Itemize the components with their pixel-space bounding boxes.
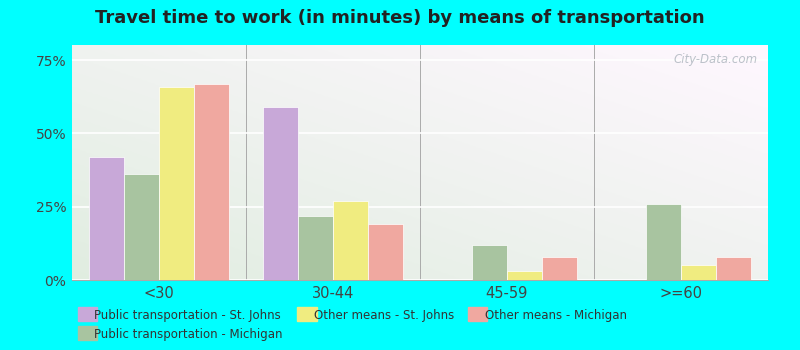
Text: City-Data.com: City-Data.com — [674, 52, 758, 65]
Bar — [333, 201, 368, 280]
Text: Travel time to work (in minutes) by means of transportation: Travel time to work (in minutes) by mean… — [95, 9, 705, 27]
Bar — [507, 271, 542, 280]
Bar — [716, 257, 750, 280]
Bar — [368, 224, 402, 280]
Legend: Public transportation - St. Johns, Public transportation - Michigan, Other means: Public transportation - St. Johns, Publi… — [78, 309, 626, 341]
Bar — [646, 204, 681, 280]
Bar — [194, 84, 229, 280]
Bar — [159, 86, 194, 280]
Bar — [681, 265, 716, 280]
Bar — [472, 245, 507, 280]
Bar — [542, 257, 577, 280]
Bar — [263, 107, 298, 280]
Bar — [90, 157, 124, 280]
Bar — [298, 216, 333, 280]
Bar — [124, 174, 159, 280]
